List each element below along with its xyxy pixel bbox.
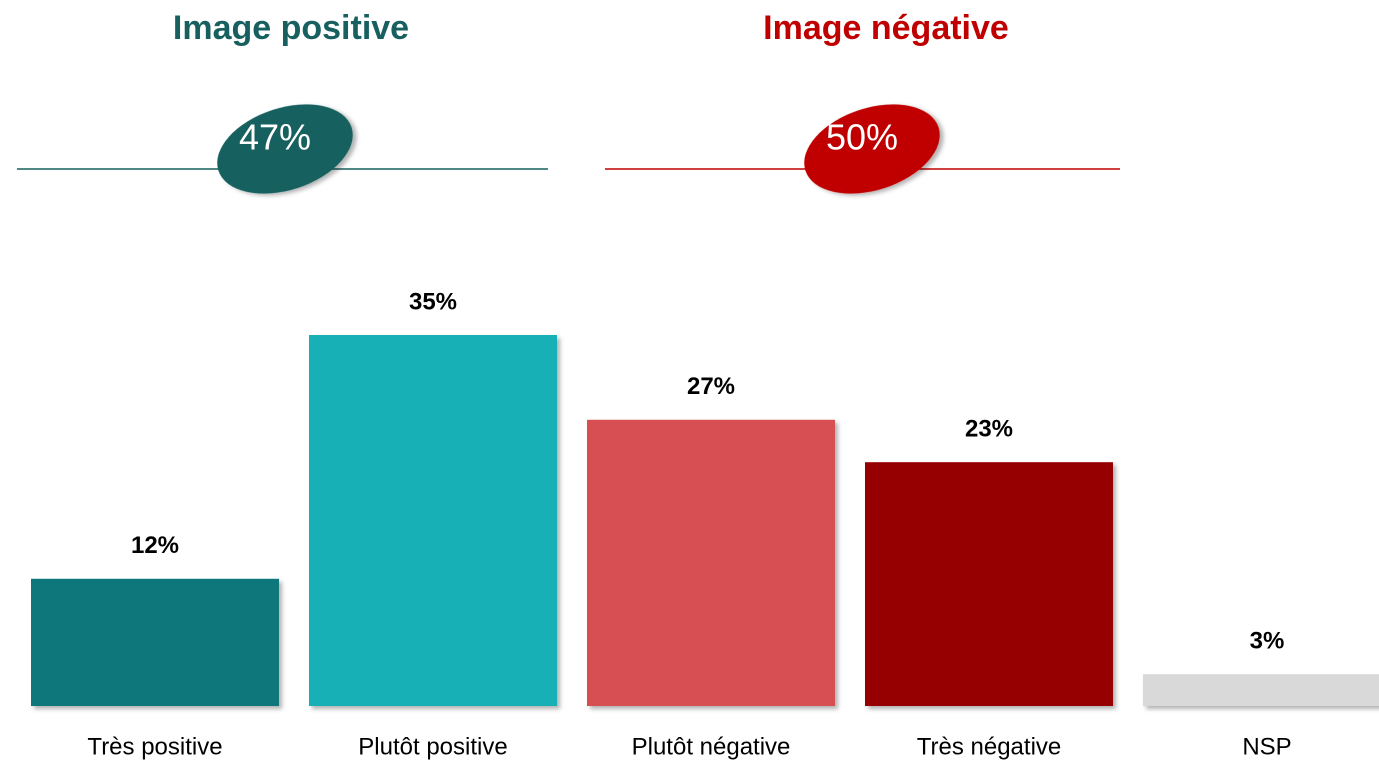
group-title: Image positive xyxy=(173,9,409,47)
group-total: 47% xyxy=(239,117,311,158)
category-label: Plutôt négative xyxy=(632,733,791,760)
group-badge xyxy=(804,104,940,194)
bar xyxy=(309,335,557,706)
category-label: Très négative xyxy=(917,733,1062,760)
value-label: 35% xyxy=(409,288,457,315)
value-label: 23% xyxy=(965,416,1013,443)
bar xyxy=(31,578,279,706)
value-label: 3% xyxy=(1250,628,1285,655)
value-label: 12% xyxy=(131,532,179,559)
group-total: 50% xyxy=(826,117,898,158)
category-label: NSP xyxy=(1242,733,1291,760)
bar xyxy=(587,419,835,706)
group-badge xyxy=(217,104,353,194)
category-label: Plutôt positive xyxy=(358,733,507,760)
bar xyxy=(865,462,1113,706)
bar xyxy=(1143,674,1379,706)
group-title: Image négative xyxy=(763,9,1009,47)
category-label: Très positive xyxy=(87,733,222,760)
value-label: 27% xyxy=(687,373,735,400)
